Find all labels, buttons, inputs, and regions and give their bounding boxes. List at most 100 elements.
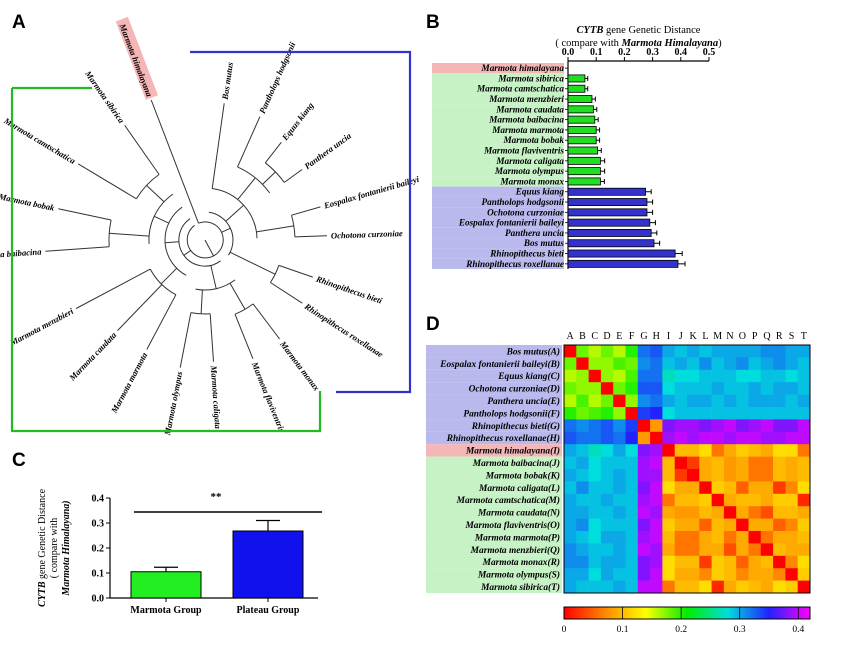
heatmap-cell xyxy=(662,345,675,358)
heatmap-cell xyxy=(576,543,589,557)
heatmap-cell xyxy=(773,580,786,594)
chart-b-category-label: Marmota baibacina xyxy=(488,115,564,125)
heatmap-cell xyxy=(797,394,811,408)
chart-b-category-label: Ochotona curzoniae xyxy=(487,207,564,217)
heatmap-cell xyxy=(613,357,626,371)
chart-b-category-label: Marmota sibirica xyxy=(497,73,564,83)
heatmap-cell xyxy=(637,345,651,358)
heatmap-cell xyxy=(564,469,577,482)
heatmap-cell xyxy=(564,456,577,470)
heatmap-cell xyxy=(797,444,811,457)
heatmap-cell xyxy=(773,345,786,358)
heatmap-cell xyxy=(760,568,774,581)
heatmap-cell xyxy=(674,481,688,495)
heatmap-cell xyxy=(600,369,614,383)
heatmap-cell xyxy=(625,481,639,495)
heatmap-col-label: C xyxy=(591,331,598,342)
heatmap-cell xyxy=(564,506,577,519)
heatmap-cell xyxy=(588,469,602,482)
heatmap-cell xyxy=(699,518,712,532)
chart-b-category-label: Equus kiang xyxy=(515,187,565,197)
heatmap-cell xyxy=(564,444,577,457)
heatmap-cell xyxy=(785,407,798,420)
chart-b-row-bg xyxy=(432,186,564,197)
heatmap-row-bg xyxy=(426,568,562,581)
heatmap-cell xyxy=(699,419,712,433)
heatmap-cell xyxy=(662,419,675,433)
chart-b-row-bg xyxy=(432,73,564,84)
heatmap-cell xyxy=(576,493,589,507)
heatmap-cell xyxy=(760,555,774,569)
panel-label-a: A xyxy=(12,12,26,33)
heatmap-cell xyxy=(588,345,602,358)
heatmap-cell xyxy=(760,345,774,358)
heatmap-cell xyxy=(588,357,602,371)
heatmap-col-label: T xyxy=(801,331,807,342)
heatmap-cell xyxy=(662,555,675,569)
heatmap-cell xyxy=(588,506,602,519)
heatmap-cell xyxy=(711,469,725,482)
heatmap-cell xyxy=(711,394,725,408)
heatmap-col-label: G xyxy=(640,331,647,342)
chart-b-row-bg xyxy=(432,83,564,94)
heatmap-cell xyxy=(699,543,712,557)
chart-b-row-bg xyxy=(432,176,564,187)
heatmap-cell xyxy=(625,419,639,433)
heatmap-cell xyxy=(662,407,675,420)
heatmap-cell xyxy=(711,419,725,433)
heatmap-cell xyxy=(650,580,663,594)
heatmap-cell xyxy=(637,568,651,581)
heatmap-cell xyxy=(650,419,663,433)
heatmap-cell xyxy=(687,493,700,507)
tree-branch-arc xyxy=(195,279,236,291)
heatmap-cell xyxy=(674,531,688,544)
heatmap-cell xyxy=(674,345,688,358)
heatmap-cell xyxy=(650,506,663,519)
heatmap-cell xyxy=(736,568,749,581)
heatmap-cell xyxy=(588,407,602,420)
heatmap-cell xyxy=(650,444,663,457)
heatmap-row-bg xyxy=(426,382,562,395)
heatmap-col-label: F xyxy=(629,331,635,342)
heatmap-cell xyxy=(625,357,639,371)
heatmap-cell xyxy=(785,543,798,557)
heatmap-cell xyxy=(674,419,688,433)
tree-leaf-branch xyxy=(179,312,192,368)
chart-b-category-label: Marmota olympus xyxy=(494,166,565,176)
heatmap-cell xyxy=(564,543,577,557)
heatmap-cell xyxy=(736,456,749,470)
heatmap-cell xyxy=(588,568,602,581)
heatmap-cell xyxy=(687,580,700,594)
heatmap-cell xyxy=(773,456,786,470)
heatmap-cell xyxy=(785,382,798,395)
chart-b-category-label: Marmota camtschatica xyxy=(476,84,564,94)
heatmap-cell xyxy=(674,493,688,507)
heatmap-cell xyxy=(588,555,602,569)
heatmap-row-label: Marmota caligata(L) xyxy=(478,483,560,494)
heatmap-cell xyxy=(637,555,651,569)
heatmap-cell xyxy=(773,407,786,420)
heatmap-row-label: Marmota flaviventris(O) xyxy=(464,520,560,531)
heatmap-cell xyxy=(576,481,589,495)
heatmap-cell xyxy=(773,369,786,383)
tree-branch-arc xyxy=(186,221,224,259)
heatmap-cell xyxy=(588,394,602,408)
tree-leaf-branch xyxy=(270,282,303,304)
heatmap-cell xyxy=(662,518,675,532)
heatmap-cell xyxy=(797,419,811,433)
chart-b-row-bg xyxy=(432,238,564,249)
heatmap-cell xyxy=(674,431,688,445)
heatmap-cell xyxy=(650,431,663,445)
heatmap-row-label: Rhinopithecus roxellanae(H) xyxy=(446,433,560,444)
heatmap-cell xyxy=(613,580,626,594)
chart-c-x-tick-label: Marmota Group xyxy=(130,605,202,616)
chart-c-y-label-line1: CYTB gene Genetic Distance xyxy=(37,488,48,607)
heatmap-cell xyxy=(711,444,725,457)
chart-b-category-label: Bos mutus xyxy=(523,238,565,248)
heatmap-row-label: Marmota bobak(K) xyxy=(485,470,560,481)
heatmap-cell xyxy=(600,531,614,544)
heatmap-cell xyxy=(576,580,589,594)
heatmap-cell xyxy=(797,531,811,544)
heatmap-cell xyxy=(600,555,614,569)
